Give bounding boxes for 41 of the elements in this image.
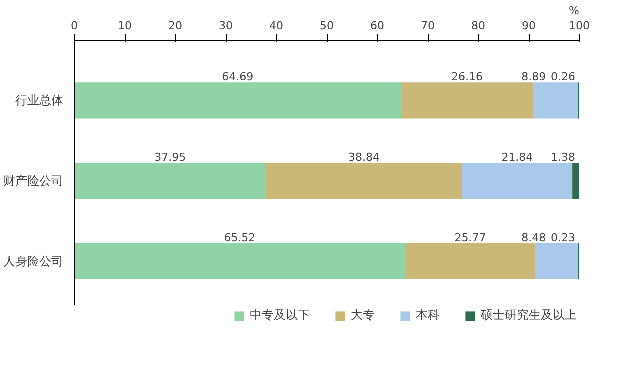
bar: [405, 243, 536, 280]
x-tick-label: 50: [320, 20, 334, 32]
legend-label: 大专: [351, 307, 375, 324]
bar: [401, 82, 534, 119]
bar: [74, 162, 266, 200]
x-tick-label: 100: [569, 20, 590, 32]
legend-label: 中专及以下: [250, 307, 310, 324]
bar: [536, 243, 578, 280]
bar: [572, 162, 580, 200]
data-label: 0.26: [551, 70, 576, 84]
x-tick-label: 30: [219, 20, 233, 32]
data-label: 64.69: [222, 70, 254, 84]
x-tick-label: 90: [522, 20, 536, 32]
y-tick-label: 财产险公司: [4, 174, 64, 188]
bar: [266, 162, 462, 200]
data-label: 0.23: [551, 231, 576, 244]
data-label: 8.48: [522, 231, 546, 244]
bar: [74, 82, 402, 119]
bar: [533, 82, 578, 119]
x-tick-label: 20: [168, 20, 182, 32]
data-label: 26.16: [451, 70, 483, 84]
data-label: 25.77: [454, 231, 486, 244]
data-label: 1.38: [551, 150, 576, 164]
x-tick-label: 10: [118, 20, 132, 32]
x-tick-label: 70: [421, 20, 435, 32]
bar: [462, 162, 573, 200]
x-tick-label: 80: [472, 20, 486, 32]
data-label: 21.84: [502, 150, 534, 164]
data-label: 65.52: [224, 231, 256, 244]
data-label: 38.84: [348, 150, 380, 164]
legend-label: 本科: [416, 307, 440, 324]
y-tick-label: 行业总体: [16, 94, 64, 108]
x-tick-label: 0: [71, 20, 78, 32]
data-label: 8.89: [522, 70, 546, 84]
y-tick-label: 人身险公司: [4, 254, 64, 268]
legend-label: 硕士研究生及以上: [481, 307, 577, 324]
x-axis-title: %: [569, 4, 580, 18]
data-label: 37.95: [154, 150, 186, 164]
bar: [74, 243, 406, 280]
x-tick-label: 60: [370, 20, 384, 32]
x-tick-label: 40: [270, 20, 284, 32]
